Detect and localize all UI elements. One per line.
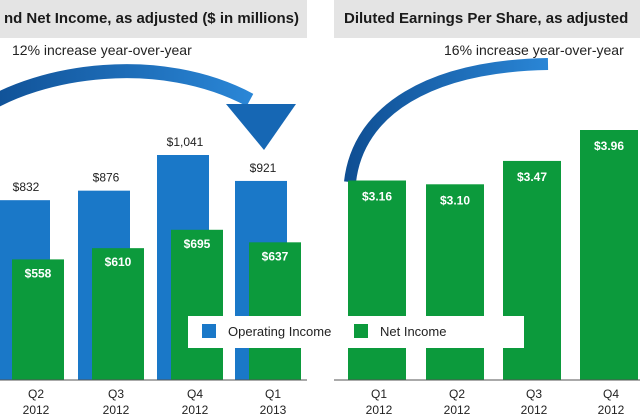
bar-net-income xyxy=(171,229,223,380)
left-panel-header: nd Net Income, as adjusted ($ in million… xyxy=(0,0,307,38)
x-tick-label-year: 2012 xyxy=(444,403,471,417)
bar-net-income xyxy=(12,259,64,380)
x-tick-label-year: 2012 xyxy=(23,403,50,417)
legend-item-net: Net Income xyxy=(354,324,446,339)
data-label-net-income: $695 xyxy=(184,237,211,251)
data-label-net-income: $558 xyxy=(25,266,52,280)
bar-net-income xyxy=(92,248,144,380)
legend-item-operating: Operating Income xyxy=(202,324,331,339)
data-label-eps: $3.16 xyxy=(362,190,392,204)
left-chart-subtitle: 12% increase year-over-year xyxy=(12,42,192,58)
x-tick-label-quarter: Q3 xyxy=(526,387,542,401)
x-tick-label-quarter: Q1 xyxy=(371,387,387,401)
x-tick-label-quarter: Q2 xyxy=(449,387,465,401)
x-tick-label-quarter: Q4 xyxy=(187,387,203,401)
right-panel-header: Diluted Earnings Per Share, as adjusted xyxy=(334,0,640,38)
data-label-operating-income: $832 xyxy=(13,180,40,194)
data-label-net-income: $610 xyxy=(105,255,132,269)
data-label-eps: $3.47 xyxy=(517,170,547,184)
legend-swatch-net xyxy=(354,324,368,338)
bar-eps xyxy=(426,184,484,380)
x-tick-label-year: 2012 xyxy=(598,403,625,417)
data-label-eps: $3.10 xyxy=(440,193,470,207)
data-label-operating-income: $1,041 xyxy=(167,135,204,149)
data-label-operating-income: $921 xyxy=(250,161,277,175)
x-tick-label-year: 2012 xyxy=(103,403,130,417)
x-tick-label-quarter: Q3 xyxy=(108,387,124,401)
left-chart-title: nd Net Income, as adjusted ($ in million… xyxy=(3,10,299,27)
x-tick-label-year: 2012 xyxy=(182,403,209,417)
x-tick-label-year: 2012 xyxy=(521,403,548,417)
data-label-operating-income: $876 xyxy=(93,171,120,185)
right-chart-subtitle: 16% increase year-over-year xyxy=(444,42,624,58)
x-tick-label-year: 2012 xyxy=(366,403,393,417)
chart-legend: Operating Income Net Income xyxy=(188,316,524,348)
legend-label-operating: Operating Income xyxy=(228,324,332,339)
x-tick-label-year: 2013 xyxy=(260,403,287,417)
x-tick-label-quarter: Q2 xyxy=(28,387,44,401)
x-tick-label-quarter: Q1 xyxy=(265,387,281,401)
right-growth-arrow-shaft xyxy=(344,58,549,183)
legend-label-net: Net Income xyxy=(380,324,447,339)
data-label-net-income: $637 xyxy=(262,249,289,263)
left-growth-arrow-shaft xyxy=(0,64,254,107)
left-growth-arrow-head xyxy=(226,104,296,150)
bar-net-income xyxy=(249,242,301,380)
right-chart-title: Diluted Earnings Per Share, as adjusted xyxy=(344,10,629,27)
legend-swatch-operating xyxy=(202,324,216,338)
bar-eps xyxy=(348,180,406,380)
bar-eps xyxy=(580,130,638,380)
x-tick-label-quarter: Q4 xyxy=(603,387,619,401)
data-label-eps: $3.96 xyxy=(594,139,624,153)
